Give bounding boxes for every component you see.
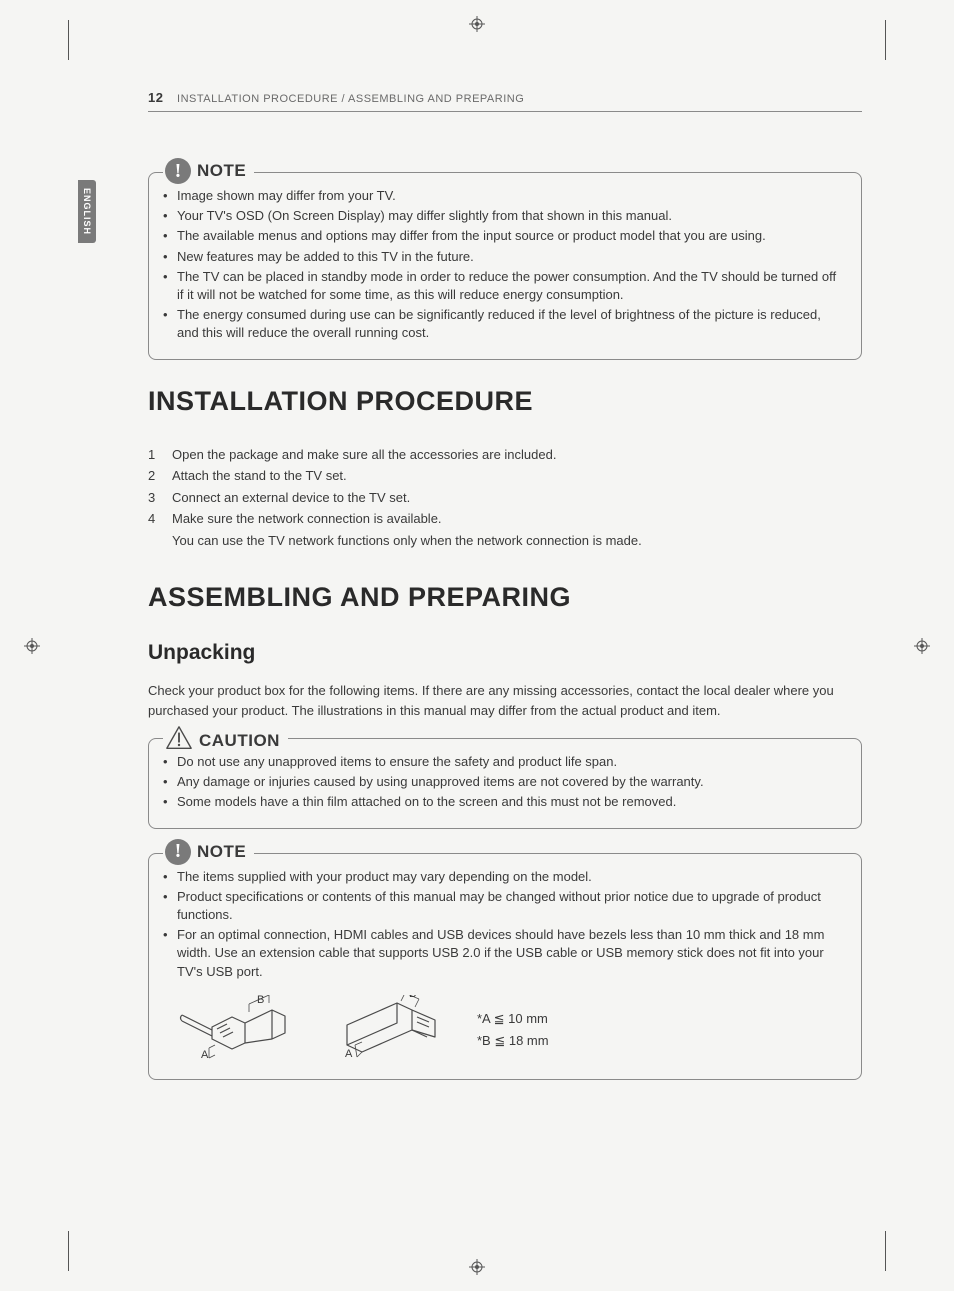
registration-mark-icon xyxy=(24,638,40,654)
caution-callout: CAUTION Do not use any unapproved items … xyxy=(148,738,862,829)
note-item: Your TV's OSD (On Screen Display) may di… xyxy=(177,207,843,225)
connector-diagram: B A xyxy=(177,995,843,1065)
step-text: Connect an external device to the TV set… xyxy=(172,488,862,508)
crop-mark xyxy=(68,1231,69,1271)
caution-item: Do not use any unapproved items to ensur… xyxy=(177,753,843,771)
crop-mark xyxy=(885,1231,886,1271)
note-item: Product specifications or contents of th… xyxy=(177,888,843,924)
callout-label: CAUTION xyxy=(199,731,280,751)
note-list: Image shown may differ from your TV. You… xyxy=(177,187,843,343)
callout-label: NOTE xyxy=(197,161,246,181)
dim-a-text: *A ≦ 10 mm xyxy=(477,1008,549,1030)
crop-mark xyxy=(68,20,69,60)
callout-legend: ! NOTE xyxy=(163,839,254,865)
installation-steps: 1Open the package and make sure all the … xyxy=(148,445,862,551)
dim-label-b: B xyxy=(409,995,416,1000)
callout-legend: ! NOTE xyxy=(163,158,254,184)
hdmi-connector-icon: B A xyxy=(177,995,297,1065)
step-number: 4 xyxy=(148,509,172,529)
note-icon: ! xyxy=(165,158,191,184)
step-row: 2Attach the stand to the TV set. xyxy=(148,466,862,486)
caution-item: Any damage or injuries caused by using u… xyxy=(177,773,843,791)
caution-item: Some models have a thin film attached on… xyxy=(177,793,843,811)
note-icon: ! xyxy=(165,839,191,865)
step-text: Open the package and make sure all the a… xyxy=(172,445,862,465)
dim-b-text: *B ≦ 18 mm xyxy=(477,1030,549,1052)
usb-connector-icon: B A xyxy=(327,995,447,1065)
note-item: The TV can be placed in standby mode in … xyxy=(177,268,843,304)
heading-installation: INSTALLATION PROCEDURE xyxy=(148,386,862,417)
step-row: 4Make sure the network connection is ava… xyxy=(148,509,862,529)
step-number: 1 xyxy=(148,445,172,465)
dim-label-a: A xyxy=(201,1049,209,1061)
step-text: Make sure the network connection is avai… xyxy=(172,509,862,529)
heading-unpacking: Unpacking xyxy=(148,641,862,665)
unpacking-paragraph: Check your product box for the following… xyxy=(148,681,862,720)
registration-mark-icon xyxy=(914,638,930,654)
page-number: 12 xyxy=(148,90,163,105)
page-content: 12 INSTALLATION PROCEDURE / ASSEMBLING A… xyxy=(148,90,862,1201)
step-number xyxy=(148,531,172,551)
note-item: The energy consumed during use can be si… xyxy=(177,306,843,342)
step-number: 2 xyxy=(148,466,172,486)
step-number: 3 xyxy=(148,488,172,508)
note-item: The items supplied with your product may… xyxy=(177,868,843,886)
dim-label-a: A xyxy=(345,1048,353,1060)
callout-label: NOTE xyxy=(197,842,246,862)
step-text: You can use the TV network functions onl… xyxy=(172,531,862,551)
dim-label-b: B xyxy=(257,995,264,1006)
note-item: New features may be added to this TV in … xyxy=(177,248,843,266)
registration-mark-icon xyxy=(469,16,485,32)
language-tab: ENGLISH xyxy=(78,180,96,243)
step-row: You can use the TV network functions onl… xyxy=(148,531,862,551)
heading-assembling: ASSEMBLING AND PREPARING xyxy=(148,582,862,613)
note-item: For an optimal connection, HDMI cables a… xyxy=(177,926,843,981)
running-header: 12 INSTALLATION PROCEDURE / ASSEMBLING A… xyxy=(148,90,862,112)
note-list: The items supplied with your product may… xyxy=(177,868,843,981)
dimension-text: *A ≦ 10 mm *B ≦ 18 mm xyxy=(477,1008,549,1052)
step-text: Attach the stand to the TV set. xyxy=(172,466,862,486)
caution-list: Do not use any unapproved items to ensur… xyxy=(177,753,843,812)
step-row: 3Connect an external device to the TV se… xyxy=(148,488,862,508)
note-item: Image shown may differ from your TV. xyxy=(177,187,843,205)
note-callout: ! NOTE Image shown may differ from your … xyxy=(148,172,862,360)
note-callout: ! NOTE The items supplied with your prod… xyxy=(148,853,862,1080)
crop-mark xyxy=(885,20,886,60)
step-row: 1Open the package and make sure all the … xyxy=(148,445,862,465)
note-item: The available menus and options may diff… xyxy=(177,227,843,245)
header-title: INSTALLATION PROCEDURE / ASSEMBLING AND … xyxy=(177,93,524,105)
registration-mark-icon xyxy=(469,1259,485,1275)
